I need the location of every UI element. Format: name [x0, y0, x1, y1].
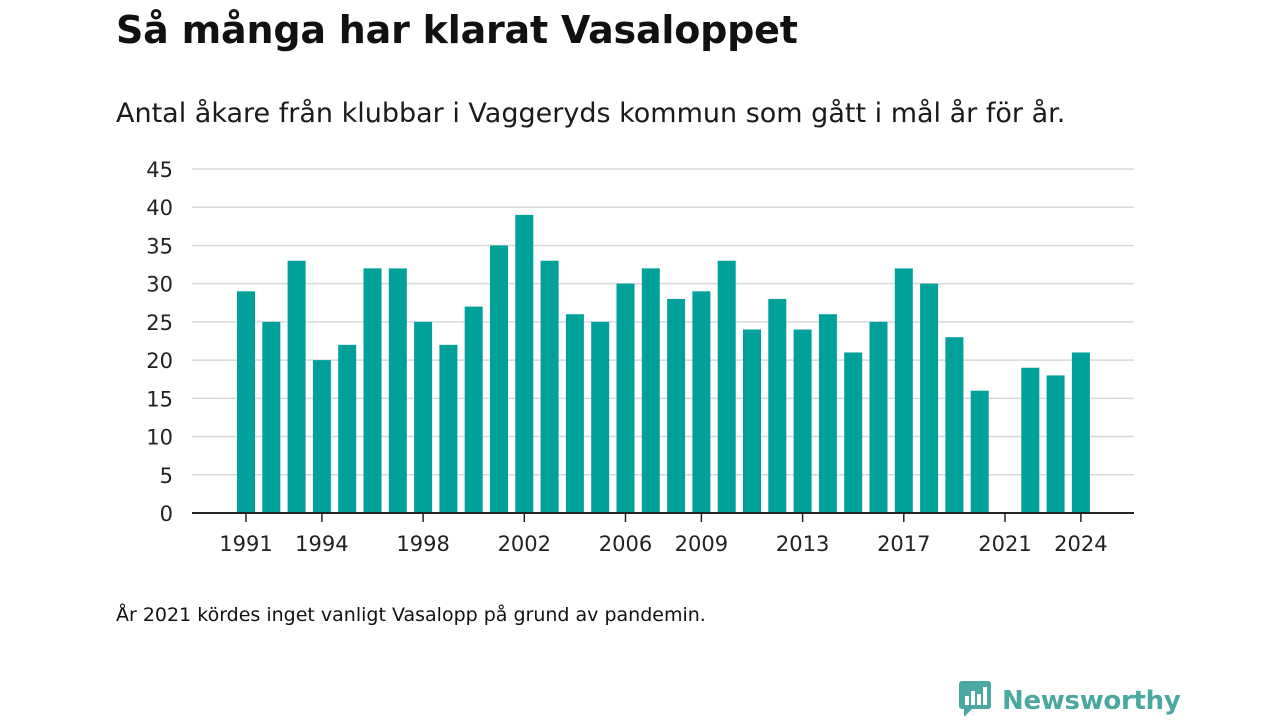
bar — [920, 283, 939, 513]
y-tick-label: 10 — [146, 426, 173, 450]
brand-logo[interactable]: Newsworthy — [958, 680, 1181, 722]
x-tick-label: 2017 — [877, 532, 930, 556]
bar — [641, 268, 660, 513]
bar — [312, 360, 331, 513]
y-tick-label: 35 — [146, 234, 173, 258]
bar — [388, 268, 407, 513]
newsworthy-logo-icon — [958, 680, 992, 722]
bar — [414, 321, 433, 513]
y-tick-label: 30 — [146, 273, 173, 297]
bar — [717, 260, 736, 513]
bar — [540, 260, 559, 513]
bar — [667, 298, 686, 513]
bar — [768, 298, 787, 513]
x-tick-label: 1994 — [295, 532, 348, 556]
gridlines — [192, 168, 1134, 476]
bar — [439, 344, 458, 513]
bars — [237, 214, 1090, 513]
bar — [262, 321, 281, 513]
x-axis-tick-labels: 1991 1994 1998 2002 2006 2009 2013 2017 2021 2024 — [219, 532, 1107, 556]
bar — [464, 306, 483, 513]
x-tick-label: 2006 — [599, 532, 652, 556]
bar — [287, 260, 306, 513]
y-tick-label: 25 — [146, 311, 173, 335]
bar — [869, 321, 888, 513]
bar — [591, 321, 610, 513]
bar — [818, 314, 837, 513]
footnote: År 2021 kördes inget vanligt Vasalopp på… — [116, 604, 706, 626]
y-tick-label: 45 — [146, 158, 173, 182]
x-tick-label: 2013 — [776, 532, 829, 556]
bar — [970, 390, 989, 513]
bar — [945, 337, 964, 513]
bar — [894, 268, 913, 513]
x-tick-label: 2024 — [1054, 532, 1107, 556]
x-tick-label: 2002 — [498, 532, 551, 556]
bar — [692, 291, 711, 513]
bar — [616, 283, 635, 513]
bar — [844, 352, 863, 513]
bar-chart: 0 5 10 15 20 25 30 35 40 45 1991 1994 1998 2002 2006 2… — [146, 158, 1134, 556]
y-tick-label: 0 — [160, 502, 173, 526]
y-tick-label: 40 — [146, 196, 173, 220]
bar — [1046, 375, 1065, 513]
y-tick-label: 20 — [146, 349, 173, 373]
bar — [1021, 367, 1040, 513]
chart-title: Så många har klarat Vasaloppet — [116, 8, 798, 52]
x-tick-label: 1991 — [219, 532, 272, 556]
bar — [515, 214, 534, 513]
x-axis — [192, 512, 1134, 522]
bar — [363, 268, 382, 513]
y-axis-tick-labels: 0 5 10 15 20 25 30 35 40 45 — [146, 158, 173, 526]
brand-name: Newsworthy — [1002, 686, 1181, 716]
x-tick-label: 2021 — [978, 532, 1031, 556]
bar — [490, 245, 508, 513]
bar — [565, 314, 584, 513]
y-tick-label: 15 — [146, 387, 173, 411]
bar — [338, 344, 357, 513]
x-tick-label: 1998 — [396, 532, 449, 556]
bar — [1071, 352, 1090, 513]
y-tick-label: 5 — [160, 464, 173, 488]
bar — [237, 291, 255, 513]
bar — [743, 329, 761, 513]
chart-subtitle: Antal åkare från klubbar i Vaggeryds kom… — [116, 98, 1066, 129]
x-tick-label: 2009 — [675, 532, 728, 556]
bar — [793, 329, 812, 513]
